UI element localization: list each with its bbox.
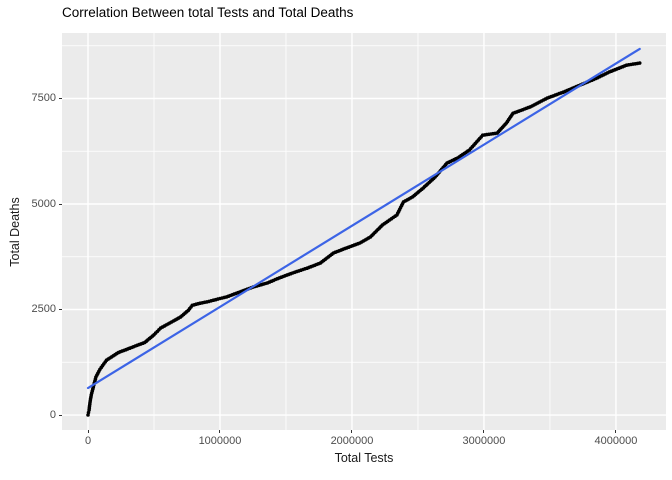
y-axis-tick	[59, 414, 62, 416]
x-axis-tick	[351, 430, 353, 433]
x-axis-tick	[219, 430, 221, 433]
plot-panel	[62, 33, 666, 430]
x-axis-tick	[483, 430, 485, 433]
regression-line	[86, 47, 641, 390]
scatter-points	[86, 61, 642, 417]
chart-title: Correlation Between total Tests and Tota…	[62, 5, 354, 20]
x-axis-tick	[87, 430, 89, 433]
y-axis-tick-label: 2500	[31, 303, 56, 315]
x-axis-tick-label: 0	[84, 435, 92, 447]
x-axis-tick	[615, 430, 617, 433]
x-axis-tick-label: 4000000	[594, 435, 638, 447]
gridlines-major	[62, 33, 666, 430]
y-axis-title: Total Deaths	[8, 197, 22, 267]
scatter-plot-canvas	[62, 33, 666, 430]
y-axis-tick-label: 0	[49, 408, 56, 421]
y-axis-tick-label: 5000	[31, 197, 56, 210]
y-axis-tick-label: 7500	[31, 91, 56, 104]
x-axis-tick-label: 3000000	[462, 435, 506, 447]
y-axis-tick	[59, 309, 62, 310]
x-axis-tick-label: 2000000	[330, 435, 374, 447]
y-axis-tick	[59, 203, 62, 205]
x-axis-tick-label: 1000000	[198, 435, 242, 447]
gridlines-minor	[62, 33, 666, 430]
y-axis-tick	[59, 97, 62, 99]
x-axis-title: Total Tests	[334, 451, 394, 465]
